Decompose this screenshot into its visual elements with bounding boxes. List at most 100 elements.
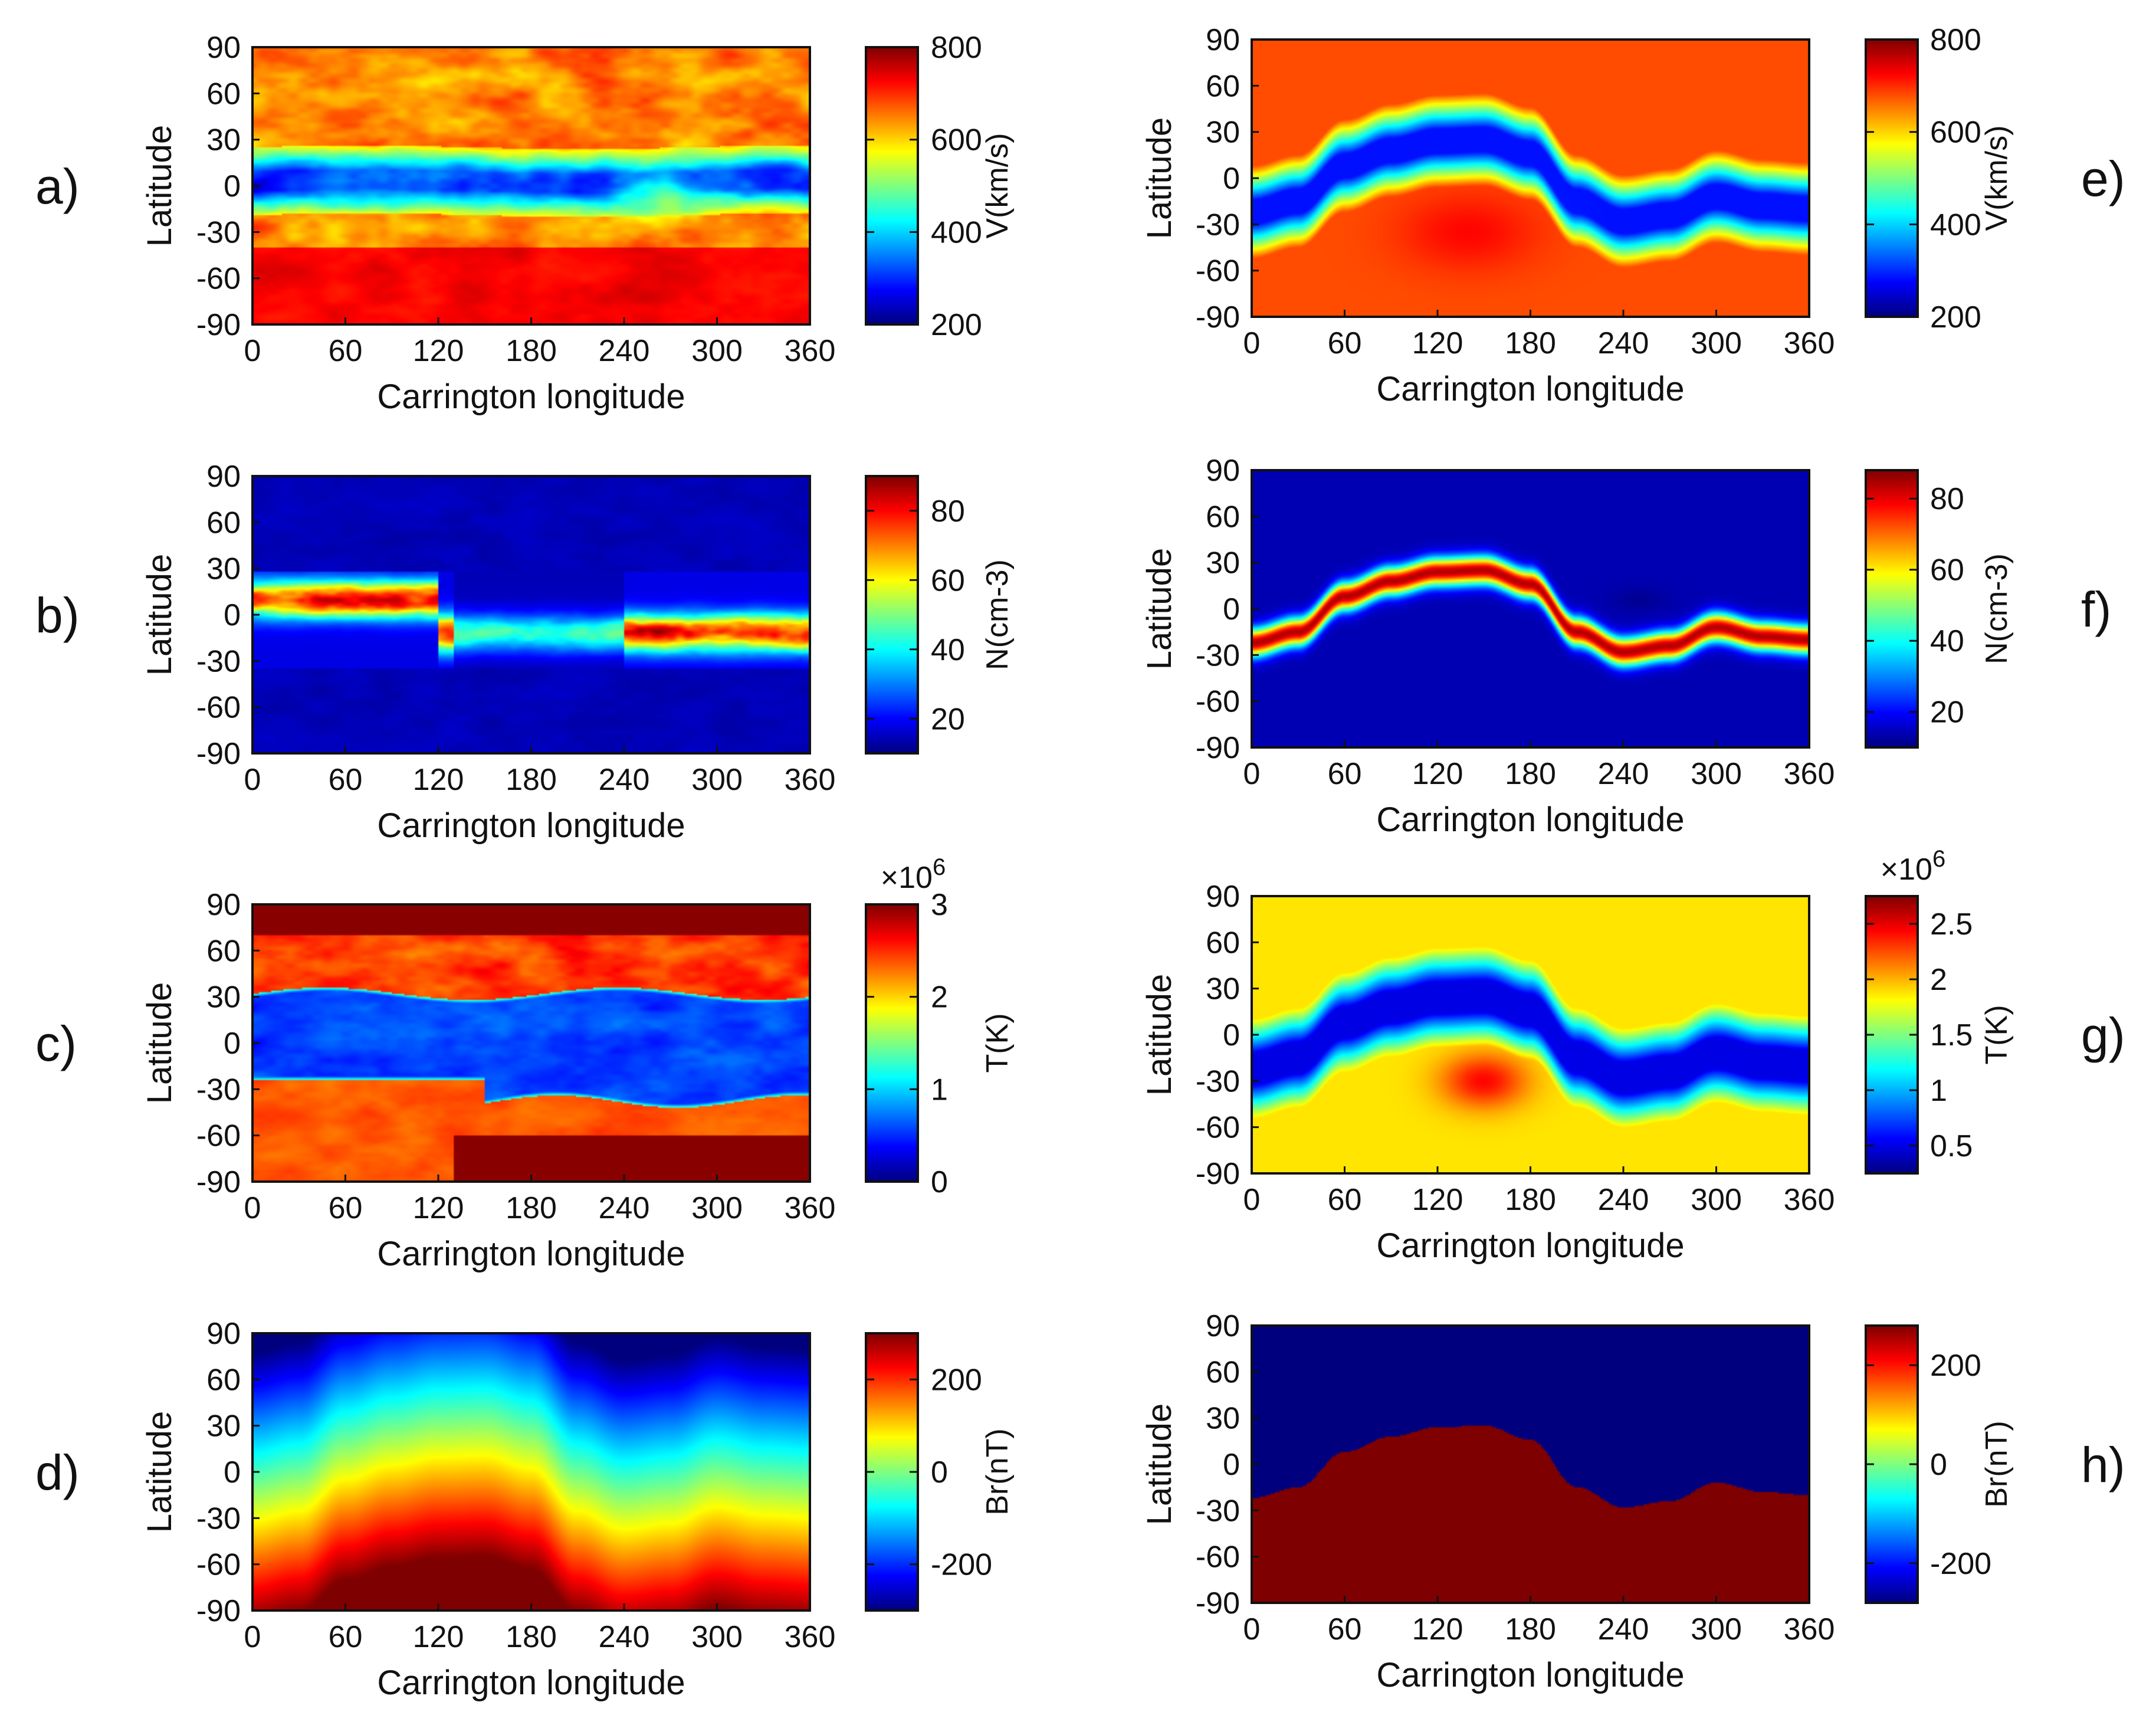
x-tick-label: 0 <box>1243 326 1261 360</box>
x-tick-label: 0 <box>1243 757 1261 791</box>
colorbar: 200 0 -200 Br(nT) <box>1865 1324 2014 1604</box>
colorbar-label: N(cm-3) <box>980 559 1015 670</box>
y-tick-label: 30 <box>206 552 241 586</box>
y-tick-label: -30 <box>196 1073 241 1107</box>
x-tick-label: 60 <box>329 1620 363 1654</box>
x-tick-label: 0 <box>244 1191 261 1225</box>
colorbar-tick-label: 400 <box>1930 208 1981 242</box>
colorbar-tick-label: 2 <box>931 980 948 1015</box>
x-tick-label: 240 <box>599 1191 650 1225</box>
x-tick-label: 60 <box>1328 326 1362 360</box>
x-tick-label: 180 <box>506 334 557 368</box>
panel-a: 0 60 120 180 240 300 3609060300-30-60-90Carrin… <box>35 31 1015 416</box>
y-tick-label: -60 <box>1196 685 1240 719</box>
colorbar: 800 600 400 200 V(km/s) <box>865 31 1015 342</box>
heatmap-b <box>252 476 810 753</box>
colorbar-tick-label: 800 <box>931 31 982 65</box>
colorbar-label: Br(nT) <box>980 1428 1015 1515</box>
x-tick-label: 360 <box>1784 757 1835 791</box>
x-axis-label: Carrington longitude <box>1376 801 1684 839</box>
colorbar-tick-label: 0 <box>1930 1448 1947 1482</box>
y-tick-label: 90 <box>1206 23 1240 57</box>
y-axis-label: Latitude <box>140 982 179 1104</box>
x-tick-label: 240 <box>599 334 650 368</box>
x-tick-label: 0 <box>1243 1612 1261 1647</box>
y-tick-label: 90 <box>206 460 241 494</box>
x-tick-label: 360 <box>785 763 836 797</box>
colorbar: 80 60 40 20 N(cm-3) <box>1865 469 2014 749</box>
y-tick-label: 0 <box>224 1026 241 1061</box>
y-tick-label: -30 <box>1196 638 1240 673</box>
y-tick-label: 0 <box>224 598 241 632</box>
colorbar-tick-label: 80 <box>931 494 965 529</box>
panel-h: 0 60 120 180 240 300 3609060300-30-60-90Carrin… <box>1140 1309 2125 1694</box>
x-tick-label: 120 <box>413 763 464 797</box>
x-tick-label: 180 <box>1505 1183 1556 1217</box>
x-tick-label: 360 <box>1784 1183 1835 1217</box>
x-tick-label: 60 <box>329 334 363 368</box>
colorbar-multiplier: ×106 <box>881 854 946 895</box>
colorbar-label: T(K) <box>1980 1005 2014 1064</box>
colorbar-tick-label: 60 <box>1930 553 1964 588</box>
colorbar-tick-label: -200 <box>1930 1547 1991 1581</box>
x-tick-label: 300 <box>1691 1612 1742 1647</box>
x-tick-label: 120 <box>413 1191 464 1225</box>
colorbar-frame <box>1865 38 1919 318</box>
y-tick-label: 30 <box>1206 1402 1240 1436</box>
x-tick-label: 180 <box>506 1620 557 1654</box>
y-tick-label: -30 <box>196 1501 241 1536</box>
panel-label: g) <box>2081 1008 2125 1063</box>
y-tick-label: -30 <box>196 644 241 678</box>
y-tick-label: 0 <box>224 169 241 204</box>
x-tick-label: 180 <box>1505 326 1556 360</box>
colorbar-gradient <box>1866 896 1918 1173</box>
x-tick-label: 0 <box>244 334 261 368</box>
x-tick-label: 60 <box>1328 1612 1362 1647</box>
x-tick-label: 240 <box>1598 1183 1649 1217</box>
x-tick-label: 120 <box>413 334 464 368</box>
x-tick-label: 240 <box>1598 757 1649 791</box>
heatmap-g <box>1252 896 1809 1173</box>
colorbar: 80 60 40 20 N(cm-3) <box>865 475 1015 755</box>
x-tick-label: 300 <box>1691 757 1742 791</box>
colorbar-gradient <box>866 1333 918 1611</box>
colorbar-tick-label: 200 <box>931 308 982 342</box>
y-tick-label: 0 <box>224 1455 241 1490</box>
y-tick-label: 60 <box>206 506 241 540</box>
y-axis-label: Latitude <box>1140 1403 1179 1525</box>
x-tick-label: 360 <box>785 1191 836 1225</box>
y-tick-label: 90 <box>206 31 241 65</box>
colorbar-gradient <box>866 476 918 753</box>
colorbar-gradient <box>866 47 918 324</box>
x-axis-label: Carrington longitude <box>1376 1656 1684 1694</box>
y-tick-label: -30 <box>196 215 241 250</box>
y-tick-label: -90 <box>196 308 241 342</box>
colorbar-tick-label: 3 <box>931 888 948 922</box>
y-tick-label: -30 <box>1196 208 1240 242</box>
x-tick-label: 240 <box>1598 1612 1649 1647</box>
x-tick-label: 360 <box>785 334 836 368</box>
y-tick-label: 60 <box>206 934 241 968</box>
x-tick-label: 180 <box>1505 1612 1556 1647</box>
panel-label: a) <box>35 159 80 214</box>
heatmap-f <box>1252 470 1809 747</box>
panel-g: 0 60 120 180 240 300 3609060300-30-60-90Carrin… <box>1140 846 2125 1265</box>
x-tick-label: 120 <box>413 1620 464 1654</box>
y-tick-label: 0 <box>1223 1448 1240 1482</box>
y-tick-label: -90 <box>1196 731 1240 765</box>
colorbar-frame <box>865 46 919 326</box>
colorbar-tick-label: 60 <box>931 563 965 598</box>
colorbar-tick-label: 200 <box>1930 1349 1981 1383</box>
y-tick-label: -90 <box>196 1594 241 1628</box>
x-axis-label: Carrington longitude <box>377 1235 685 1273</box>
colorbar-gradient <box>1866 1326 1918 1603</box>
y-tick-label: -60 <box>1196 1111 1240 1145</box>
x-tick-label: 60 <box>329 1191 363 1225</box>
colorbar-tick-label: 2 <box>1930 963 1947 997</box>
x-tick-label: 120 <box>1412 1183 1463 1217</box>
y-tick-label: -60 <box>196 1548 241 1582</box>
heatmap-a <box>252 47 810 324</box>
x-tick-label: 240 <box>1598 326 1649 360</box>
y-tick-label: 30 <box>206 123 241 158</box>
y-axis-label: Latitude <box>1140 117 1179 239</box>
